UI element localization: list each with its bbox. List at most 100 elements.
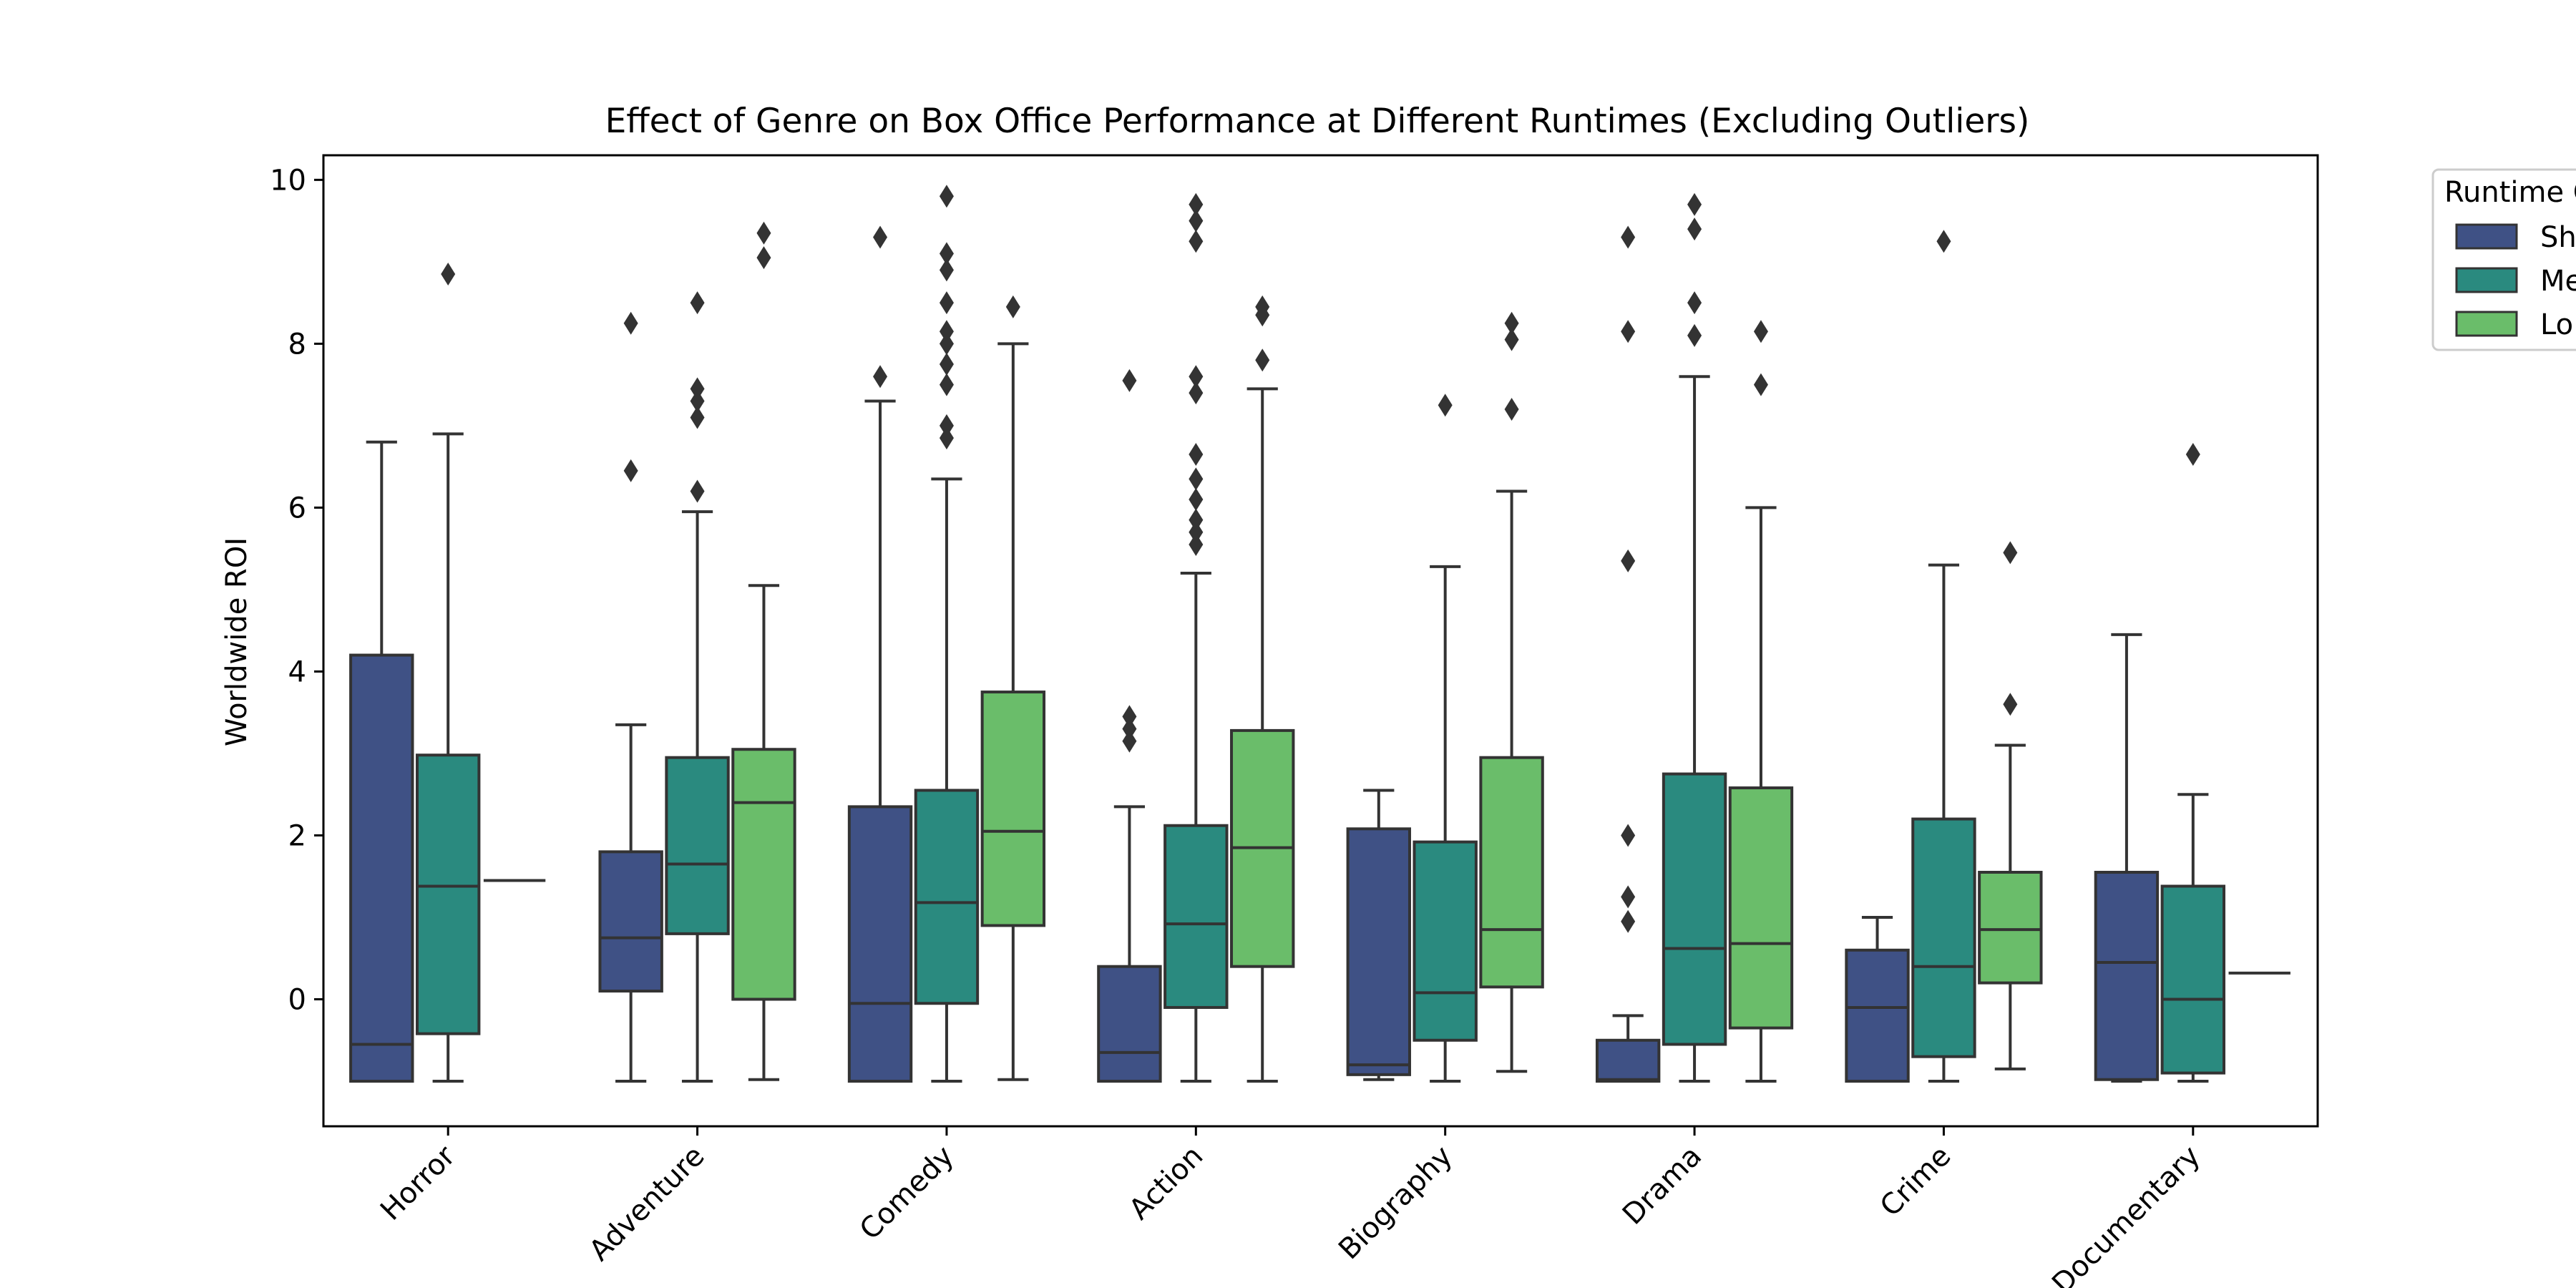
outlier-point	[1122, 705, 1137, 728]
x-tick-label: Documentary	[2046, 1140, 2207, 1288]
box-group	[598, 311, 663, 1083]
outlier-point	[873, 365, 888, 389]
outlier-point	[1621, 885, 1636, 909]
legend-entry-long: Lo	[2540, 308, 2573, 341]
box	[847, 805, 913, 1083]
outlier-point	[756, 221, 771, 245]
outlier-point	[623, 311, 638, 335]
box	[415, 753, 481, 1035]
y-tick-label: 2	[288, 819, 306, 852]
box	[731, 748, 796, 1001]
outlier-point	[1255, 348, 1270, 372]
box	[1662, 772, 1727, 1046]
y-tick-label: 0	[288, 984, 306, 1017]
outlier-point	[1687, 218, 1702, 241]
box-group	[1662, 192, 1727, 1083]
outlier-point	[1753, 373, 1768, 396]
box-group	[1346, 789, 1411, 1081]
legend: Runtime Category Sh Me Lo	[2431, 168, 2576, 351]
outlier-point	[939, 414, 954, 437]
box-group	[349, 440, 414, 1083]
x-tick-label: Drama	[1616, 1140, 1708, 1231]
box	[1413, 840, 1478, 1042]
outlier-point	[1621, 320, 1636, 343]
outlier-point	[939, 185, 954, 208]
box-group	[1845, 915, 1910, 1083]
outlier-point	[1189, 508, 1204, 532]
box-group	[665, 291, 730, 1083]
x-tick-label: Horror	[374, 1139, 462, 1227]
outlier-point	[939, 258, 954, 282]
box-group	[1230, 295, 1295, 1083]
outlier-point	[939, 332, 954, 356]
box-group	[914, 185, 980, 1083]
outlier-point	[1189, 532, 1204, 556]
legend-swatch-medium	[2455, 267, 2518, 293]
outlier-point	[1005, 295, 1020, 318]
outlier-point	[1438, 394, 1453, 417]
legend-frame	[2431, 168, 2576, 351]
outlier-point	[1189, 192, 1204, 216]
box-group	[980, 295, 1046, 1081]
outlier-point	[1621, 225, 1636, 249]
box-group	[1595, 225, 1661, 1083]
box	[980, 691, 1046, 927]
x-tick-label: Comedy	[854, 1140, 960, 1246]
outlier-point	[939, 353, 954, 376]
outlier-point	[939, 291, 954, 315]
box	[1479, 756, 1544, 989]
box	[349, 653, 414, 1083]
legend-title: Runtime Category	[2444, 176, 2576, 209]
outlier-point	[690, 291, 705, 315]
outlier-point	[939, 373, 954, 396]
y-tick-label: 4	[288, 655, 306, 688]
box	[665, 756, 730, 935]
outlier-point	[1687, 291, 1702, 315]
outlier-point	[1122, 717, 1137, 741]
outlier-point	[690, 479, 705, 503]
outlier-point	[2003, 693, 2018, 716]
box	[1595, 1038, 1661, 1083]
outlier-point	[1189, 381, 1204, 405]
box	[598, 850, 663, 993]
outlier-point	[1255, 295, 1270, 318]
outlier-point	[1504, 328, 1519, 351]
outlier-point	[690, 389, 705, 413]
outlier-point	[1189, 487, 1204, 511]
x-axis: Horror Adventure Comedy Action Biography Dram…	[374, 1126, 2207, 1288]
box-group	[1911, 230, 1976, 1083]
outlier-point	[1687, 192, 1702, 216]
box	[2094, 871, 2160, 1081]
box	[1978, 871, 2043, 985]
box	[1911, 817, 1976, 1058]
outlier-point	[1621, 909, 1636, 933]
box	[1163, 824, 1229, 1009]
outlier-point	[690, 377, 705, 401]
outlier-point	[1189, 365, 1204, 389]
x-tick-label: Crime	[1874, 1140, 1958, 1224]
legend-swatch-short	[2455, 223, 2518, 250]
outlier-point	[1687, 323, 1702, 347]
legend-entry-medium: Me	[2540, 265, 2576, 298]
outlier-point	[1189, 230, 1204, 253]
outlier-point	[873, 225, 888, 249]
y-tick-label: 10	[270, 164, 306, 197]
box-group	[1097, 369, 1162, 1083]
outlier-point	[1621, 824, 1636, 847]
outlier-point	[1504, 311, 1519, 335]
box-group	[1163, 192, 1229, 1083]
plot-frame	[322, 154, 2319, 1128]
y-tick-label: 6	[288, 492, 306, 525]
outlier-point	[1621, 549, 1636, 572]
box	[1346, 827, 1411, 1076]
outlier-point	[1189, 467, 1204, 491]
outlier-point	[939, 320, 954, 343]
box-group	[847, 225, 913, 1083]
outlier-point	[939, 426, 954, 450]
x-tick-label: Adventure	[583, 1140, 711, 1268]
outlier-point	[1189, 442, 1204, 466]
outlier-point	[1189, 209, 1204, 233]
box	[1728, 786, 1794, 1030]
outlier-point	[1504, 397, 1519, 421]
